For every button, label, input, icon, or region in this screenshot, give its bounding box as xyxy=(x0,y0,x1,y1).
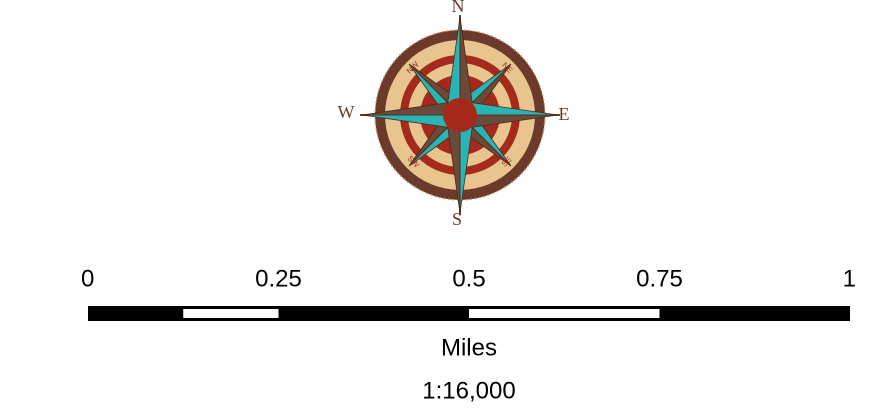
scale-bar: 0 0.25 0.5 0.75 1 xyxy=(81,265,856,321)
scale-tick-label: 1 xyxy=(843,265,856,292)
scale-units: Miles xyxy=(441,334,497,361)
compass-west: W xyxy=(338,102,355,122)
scale-tick-label: 0.25 xyxy=(255,265,302,292)
scale-tick-label: 0 xyxy=(81,265,94,292)
compass-east: E xyxy=(559,104,570,124)
compass-center xyxy=(443,98,477,132)
scale-bar-segment xyxy=(183,309,279,318)
compass-north: N xyxy=(452,0,465,16)
compass-rose xyxy=(360,15,560,215)
scale-tick-label: 0.5 xyxy=(452,265,485,292)
scale-tick-label: 0.75 xyxy=(636,265,683,292)
compass-south: S xyxy=(452,209,462,229)
scale-ratio: 1:16,000 xyxy=(422,377,515,404)
scale-bar-segment xyxy=(469,309,660,318)
